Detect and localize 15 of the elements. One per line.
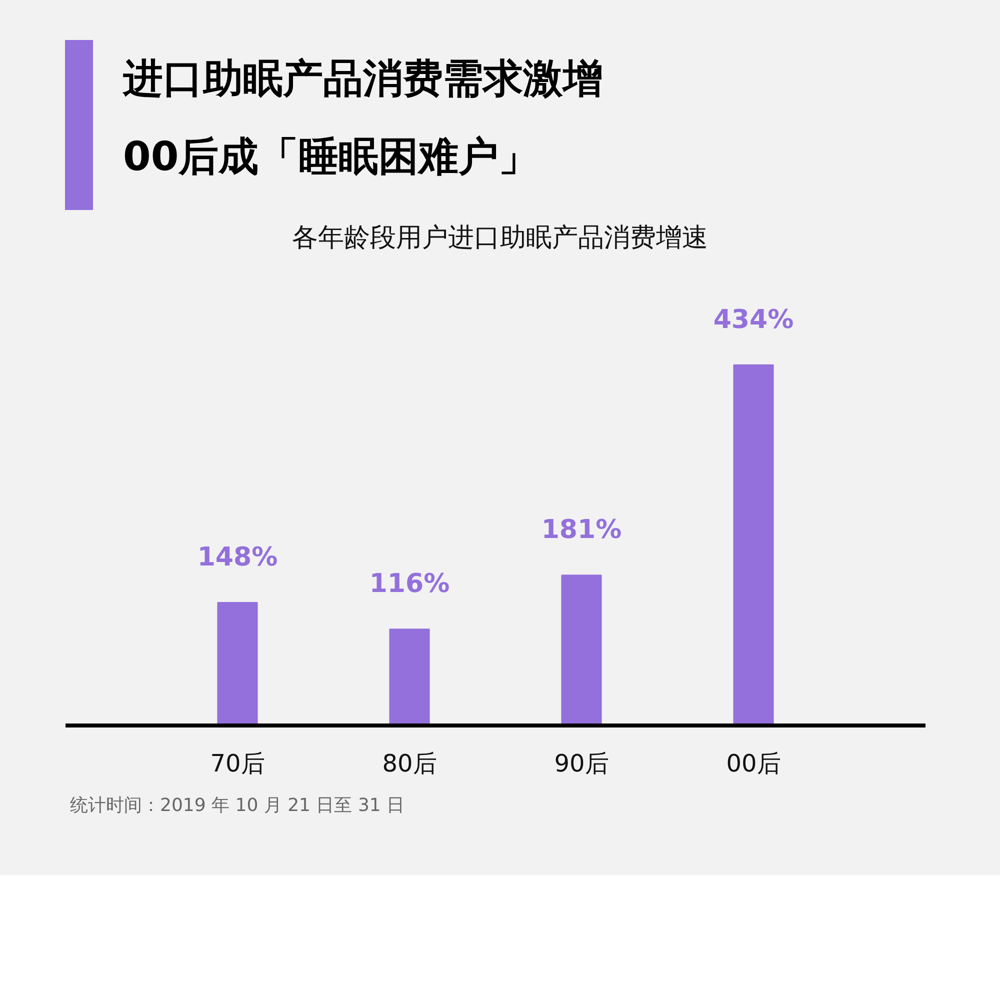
bar <box>733 364 774 726</box>
x-tick-label: 70后 <box>210 750 265 778</box>
x-tick-label: 80后 <box>382 750 437 778</box>
bar <box>389 628 430 726</box>
x-tick-label: 90后 <box>554 750 609 778</box>
data-label: 434% <box>713 304 794 335</box>
data-label: 116% <box>369 569 450 600</box>
x-tick-label: 00后 <box>726 750 781 778</box>
data-label: 181% <box>541 515 622 546</box>
bar <box>217 602 258 726</box>
chart-subtitle: 各年龄段用户进口助眠产品消费增速 <box>292 222 708 255</box>
data-label: 148% <box>197 542 278 573</box>
text: 统计时间：2019 年 10 月 21 日至 31 日 <box>70 794 405 818</box>
chart-title: 进口助眠产品消费需求激增 00后成「睡眠困难户」 <box>123 55 603 182</box>
bar <box>561 574 602 726</box>
